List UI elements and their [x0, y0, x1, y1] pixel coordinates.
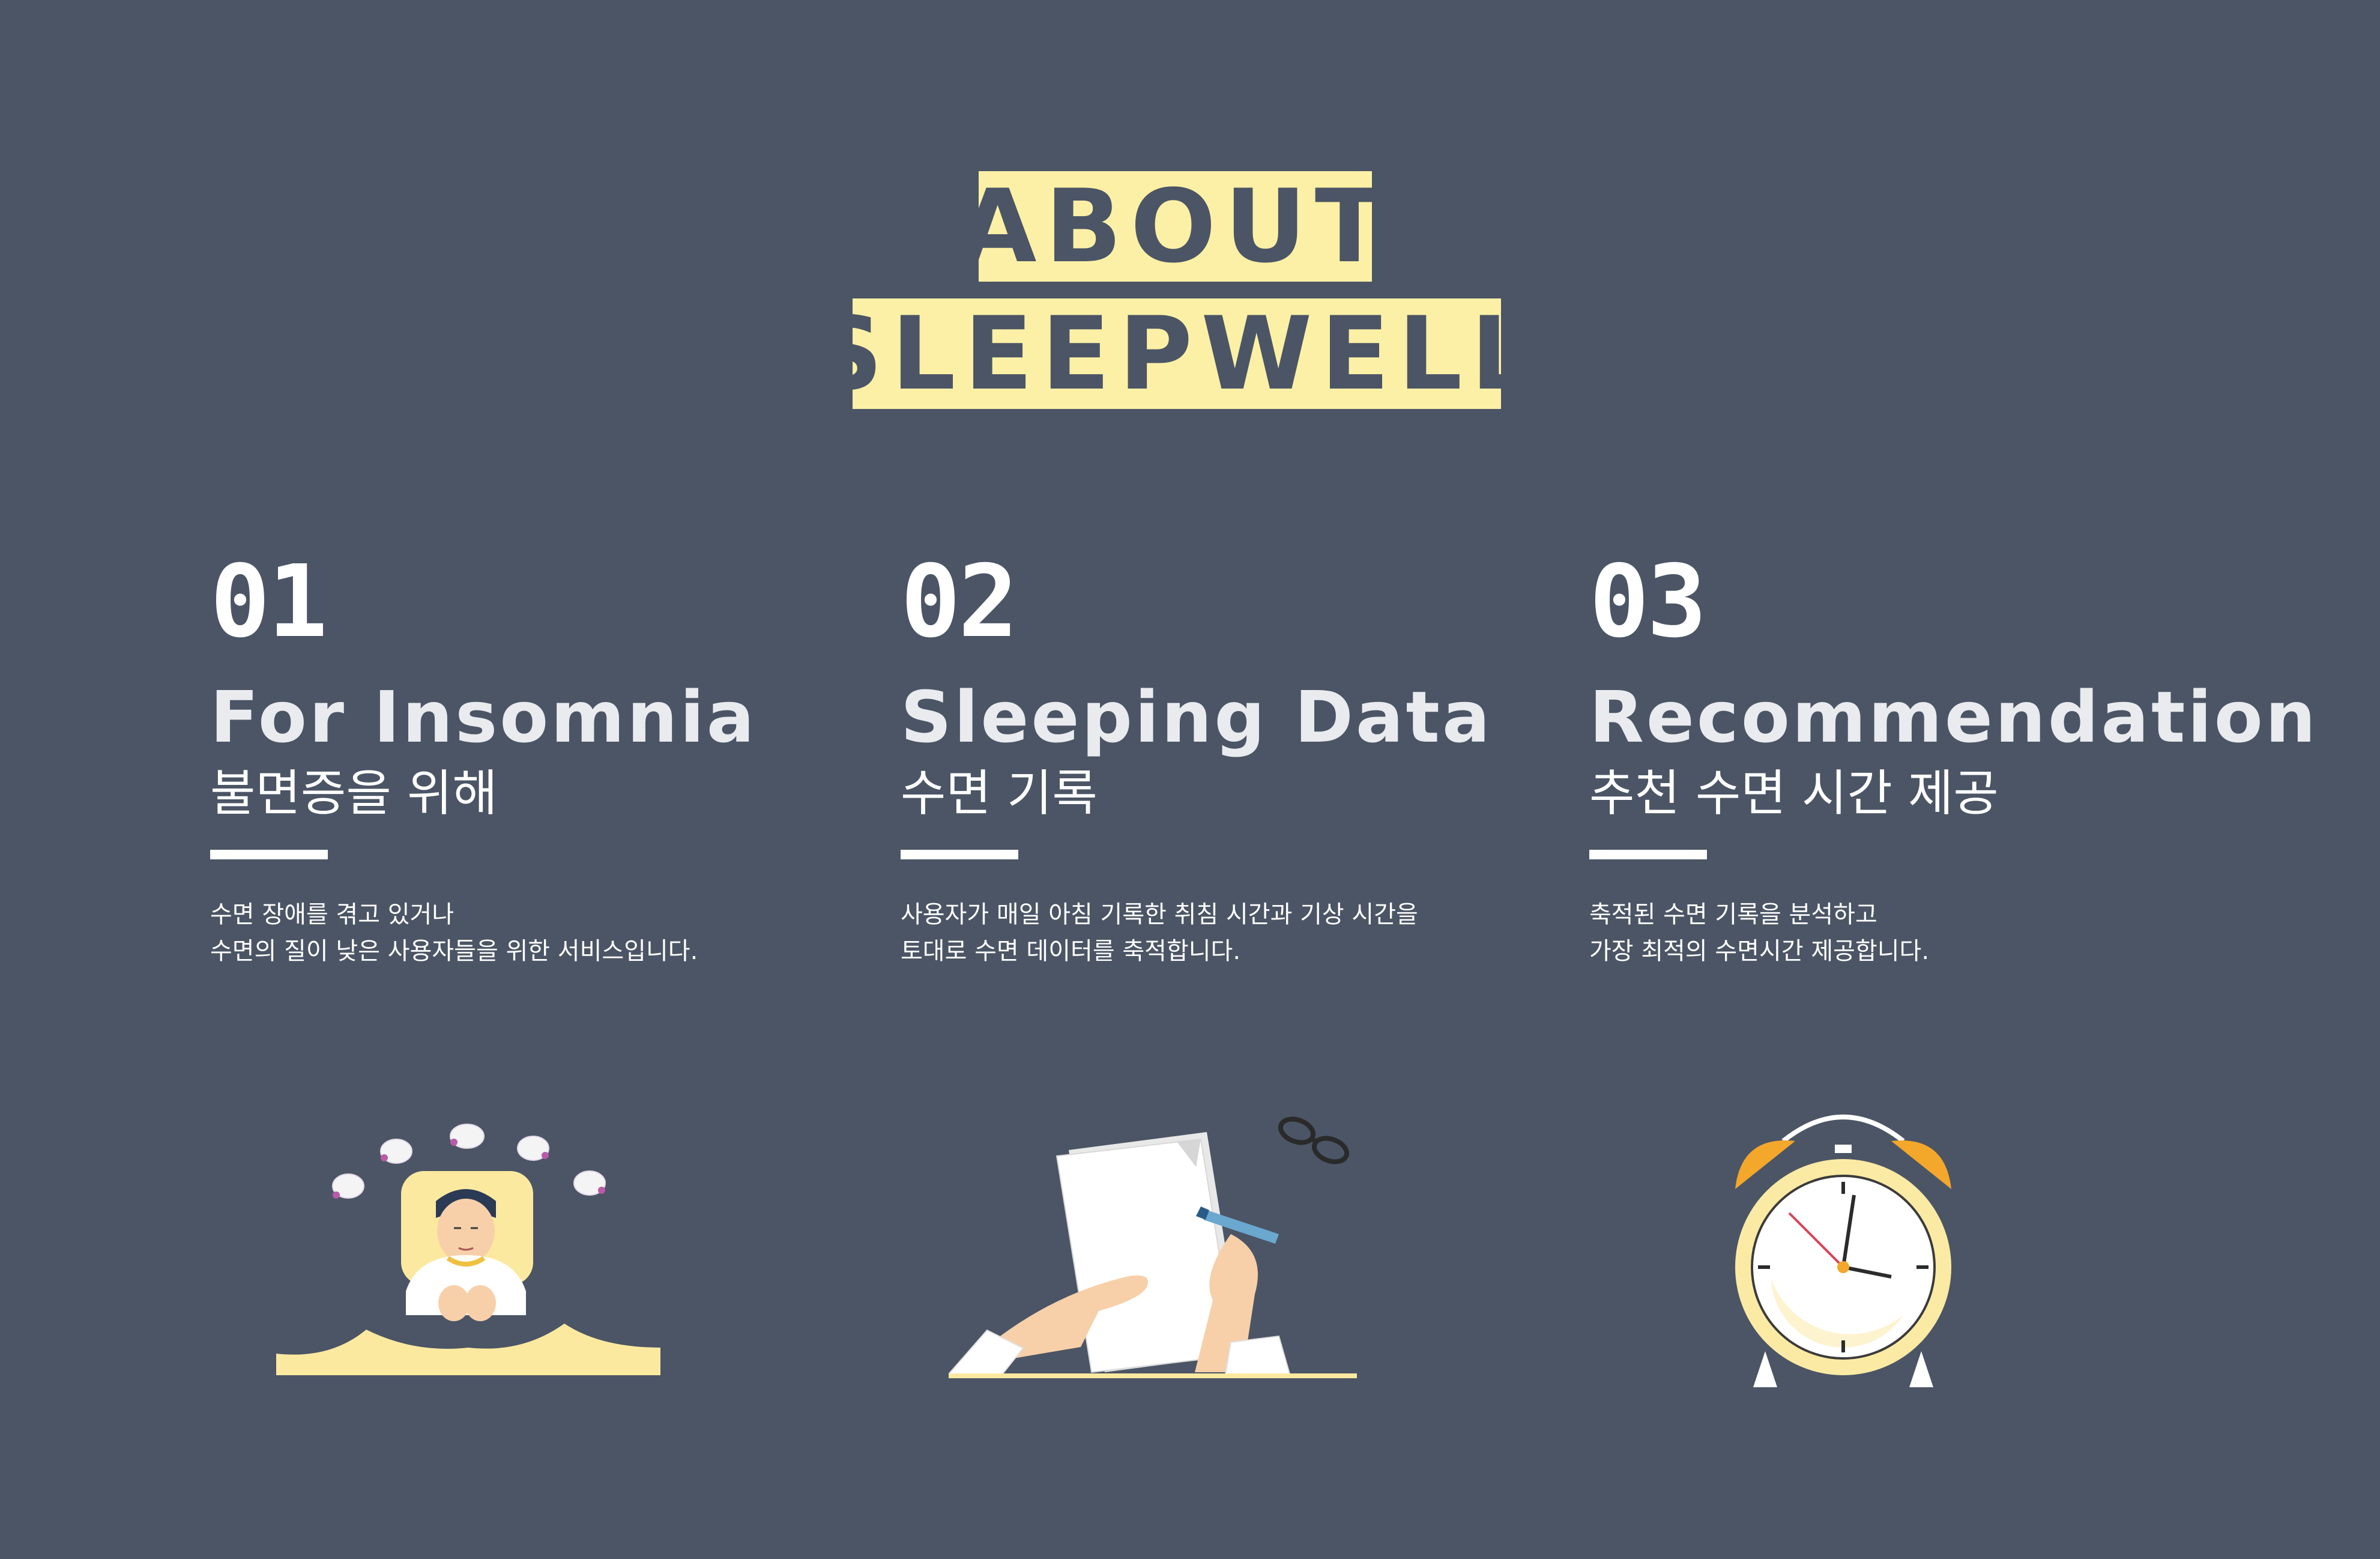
feature-description: 수면 장애를 겪고 있거나 수면의 질이 낮은 사용자들을 위한 서비스입니다.	[210, 897, 901, 970]
feature-title-ko: 추천 수면 시간 제공	[1589, 764, 1999, 822]
sleepless-man-with-sheep-icon	[276, 1124, 660, 1375]
description-line: 수면 장애를 겪고 있거나	[210, 901, 455, 929]
feature-description: 축적된 수면 기록을 분석하고 가장 최적의 수면시간 제공합니다.	[1589, 897, 2280, 970]
feature-column-1: 01 For Insomnia 불면증을 위해 수면 장애를 겪고 있거나 수면…	[210, 552, 901, 970]
feature-title-ko: 불면증을 위해	[210, 764, 498, 822]
feature-divider	[1589, 850, 1707, 860]
feature-description: 사용자가 매일 아침 기록한 취침 시간과 기상 시간을 토대로 수면 데이터를…	[901, 897, 1591, 970]
feature-column-2: 02 Sleeping Data 수면 기록 사용자가 매일 아침 기록한 취침…	[901, 552, 1591, 970]
description-line: 수면의 질이 낮은 사용자들을 위한 서비스입니다.	[210, 937, 698, 966]
description-line: 축적된 수면 기록을 분석하고	[1589, 901, 1877, 929]
feature-divider	[210, 850, 328, 860]
feature-title-en: Sleeping Data	[901, 676, 1493, 758]
feature-divider	[901, 850, 1018, 860]
description-line: 사용자가 매일 아침 기록한 취침 시간과 기상 시간을	[901, 901, 1418, 929]
description-line: 가장 최적의 수면시간 제공합니다.	[1589, 937, 1930, 966]
feature-title-en: Recommendation	[1589, 676, 2318, 758]
feature-title-en: For Insomnia	[210, 676, 757, 758]
feature-number: 01	[210, 544, 328, 660]
feature-column-3: 03 Recommendation 추천 수면 시간 제공 축적된 수면 기록을…	[1589, 544, 2318, 970]
description-line: 토대로 수면 데이터를 축적합니다.	[901, 937, 1241, 966]
alarm-clock-icon	[1735, 1115, 1951, 1387]
feature-title-ko: 수면 기록	[901, 764, 1098, 822]
title-line-about: ABOUT	[958, 168, 1392, 285]
feature-number: 02	[901, 544, 1018, 660]
feature-number: 03	[1589, 544, 1707, 660]
title-line-sleepwell: SLEEPWELL	[810, 295, 1544, 413]
writing-notes-icon	[949, 1116, 1357, 1378]
